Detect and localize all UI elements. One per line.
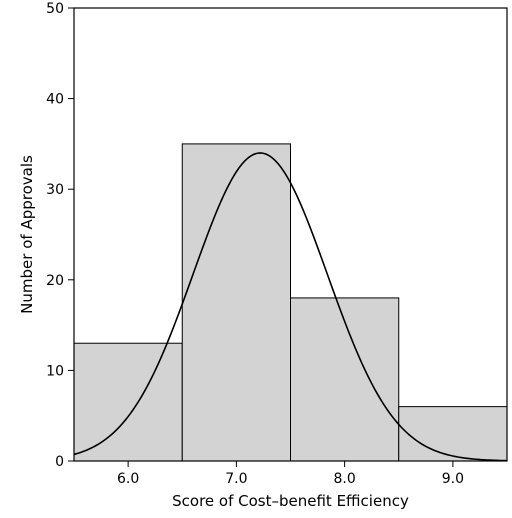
x-tick-label: 9.0 — [442, 471, 464, 487]
x-tick-label: 8.0 — [333, 471, 355, 487]
y-axis-ticks: 0 10 20 30 40 50 — [46, 1, 74, 470]
histogram-bar — [290, 297, 400, 462]
y-axis-label: Number of Approvals — [18, 155, 36, 314]
x-tick-label: 6.0 — [117, 471, 139, 487]
histogram-bar — [181, 143, 291, 462]
y-tick-label: 40 — [46, 92, 64, 108]
x-axis-label: Score of Cost–benefit Efficiency — [172, 492, 409, 510]
plot-frame — [73, 7, 508, 462]
normal-fit-curve — [73, 152, 508, 462]
bars-group — [73, 143, 508, 462]
x-axis-ticks: 6.0 7.0 8.0 9.0 — [117, 461, 464, 487]
y-tick-label: 50 — [46, 1, 64, 17]
x-tick-label: 7.0 — [225, 471, 247, 487]
y-tick-label: 10 — [46, 363, 64, 379]
histogram-bar — [398, 406, 508, 462]
y-tick-label: 0 — [55, 454, 64, 470]
y-tick-label: 20 — [46, 273, 64, 289]
histogram-bar — [73, 342, 183, 462]
y-tick-label: 30 — [46, 182, 64, 198]
